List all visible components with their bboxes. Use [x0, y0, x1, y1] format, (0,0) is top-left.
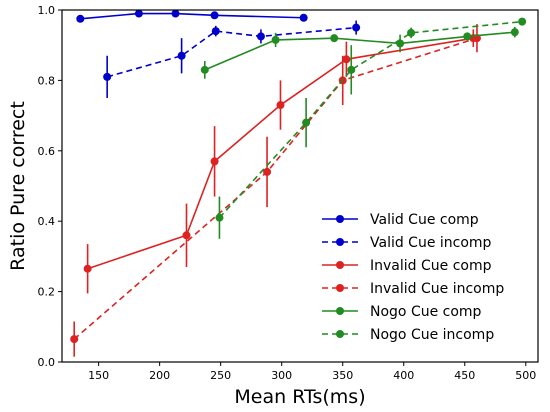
data-point [263, 167, 272, 176]
data-point [330, 34, 339, 43]
series-line [106, 26, 357, 78]
x-tick-label: 200 [149, 369, 170, 382]
x-tick-label: 500 [515, 369, 536, 382]
x-axis-label: Mean RTs(ms) [234, 386, 365, 408]
y-tick-label: 0.0 [38, 356, 56, 369]
x-axis: 150 200 250 300 350 400 450 500 [88, 362, 536, 382]
data-point [134, 9, 143, 18]
data-point [276, 101, 285, 110]
data-point [177, 51, 186, 60]
y-tick-label: 0.6 [38, 145, 56, 158]
legend-marker [336, 238, 344, 246]
data-point [518, 17, 527, 26]
legend-entry: Nogo Cue incomp [322, 327, 494, 343]
data-point [70, 335, 79, 344]
y-axis: 0.0 0.2 0.4 0.6 0.8 1.0 [38, 4, 62, 369]
y-axis-label: Ratio Pure correct [7, 101, 29, 271]
data-point [463, 32, 472, 41]
legend-label: Nogo Cue comp [370, 304, 482, 320]
series-line [87, 37, 474, 270]
data-point [76, 14, 85, 23]
series-valid-cue-incomp [103, 20, 361, 98]
data-point [510, 28, 519, 37]
series-nogo-cue-comp [200, 26, 519, 79]
data-point [200, 65, 209, 74]
data-point [215, 213, 224, 222]
data-point [299, 13, 308, 22]
x-tick-label: 450 [454, 369, 475, 382]
y-tick-label: 0.2 [38, 286, 56, 299]
x-tick-label: 400 [393, 369, 414, 382]
data-point [342, 55, 351, 64]
legend-entry: Invalid Cue comp [322, 258, 492, 274]
series-line [80, 12, 304, 20]
data-point [103, 72, 112, 81]
legend-marker [336, 307, 344, 315]
legend-label: Nogo Cue incomp [370, 327, 494, 343]
legend-entry: Invalid Cue incomp [322, 281, 504, 297]
legend-entry: Valid Cue incomp [322, 235, 492, 251]
data-point [256, 32, 265, 41]
plot-frame [61, 9, 539, 363]
legend-label: Invalid Cue incomp [370, 281, 504, 297]
legend-marker [336, 215, 344, 223]
data-point [352, 23, 361, 32]
legend-entry: Nogo Cue comp [322, 304, 482, 320]
legend-label: Invalid Cue comp [370, 258, 492, 274]
y-tick-label: 0.8 [38, 74, 56, 87]
series-layer [70, 9, 527, 357]
legend-entry: Valid Cue comp [322, 212, 479, 228]
x-tick-label: 300 [271, 369, 292, 382]
legend-label: Valid Cue incomp [370, 235, 492, 251]
data-point [210, 11, 219, 20]
legend-marker [336, 284, 344, 292]
data-point [182, 231, 191, 240]
series-nogo-cue-incomp [215, 17, 527, 239]
legend-marker [336, 330, 344, 338]
series-valid-cue-comp [76, 9, 308, 23]
data-point [271, 35, 280, 44]
data-point [171, 9, 180, 18]
x-tick-label: 250 [210, 369, 231, 382]
series-line [218, 20, 523, 219]
x-tick-label: 350 [332, 369, 353, 382]
x-tick-label: 150 [88, 369, 109, 382]
series-invalid-cue-comp [83, 29, 478, 294]
data-point [347, 65, 356, 74]
data-point [407, 28, 416, 37]
legend: Valid Cue comp Valid Cue incomp Invalid Cu… [322, 212, 504, 343]
y-tick-label: 0.4 [38, 215, 56, 228]
data-point [210, 157, 219, 166]
legend-label: Valid Cue comp [370, 212, 479, 228]
series-line [204, 31, 515, 71]
data-point [211, 27, 220, 36]
y-tick-label: 1.0 [38, 4, 56, 17]
legend-marker [336, 261, 344, 269]
data-point [302, 118, 311, 127]
data-point [83, 264, 92, 273]
